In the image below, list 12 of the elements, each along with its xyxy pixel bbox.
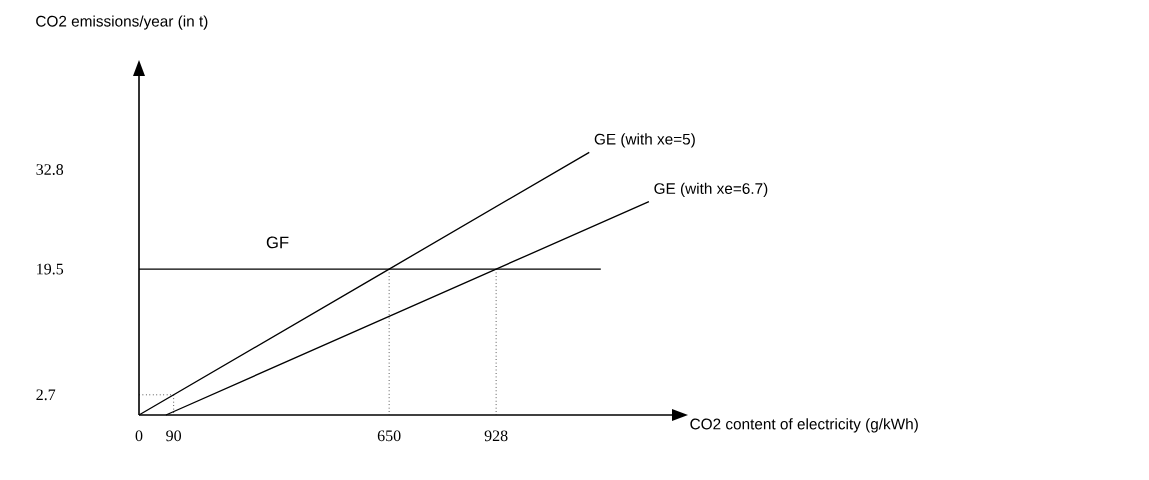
y-tick-label: 2.7	[36, 389, 56, 401]
x-tick-label: 928	[484, 430, 508, 442]
series-label: GE (with xe=5)	[594, 133, 695, 148]
x-tick-label: 650	[377, 430, 401, 442]
x-axis-title: CO2 content of electricity (g/kWh)	[690, 418, 918, 433]
y-tick-label: 19.5	[37, 263, 64, 275]
x-tick-label: 0	[135, 430, 143, 442]
x-tick-label: 90	[166, 430, 182, 442]
series-label: GE (with xe=6.7)	[654, 182, 768, 198]
y-axis-title: CO2 emissions/year (in t)	[36, 15, 208, 30]
y-tick-label: 32.8	[36, 164, 64, 175]
series-label: GF	[266, 236, 289, 249]
